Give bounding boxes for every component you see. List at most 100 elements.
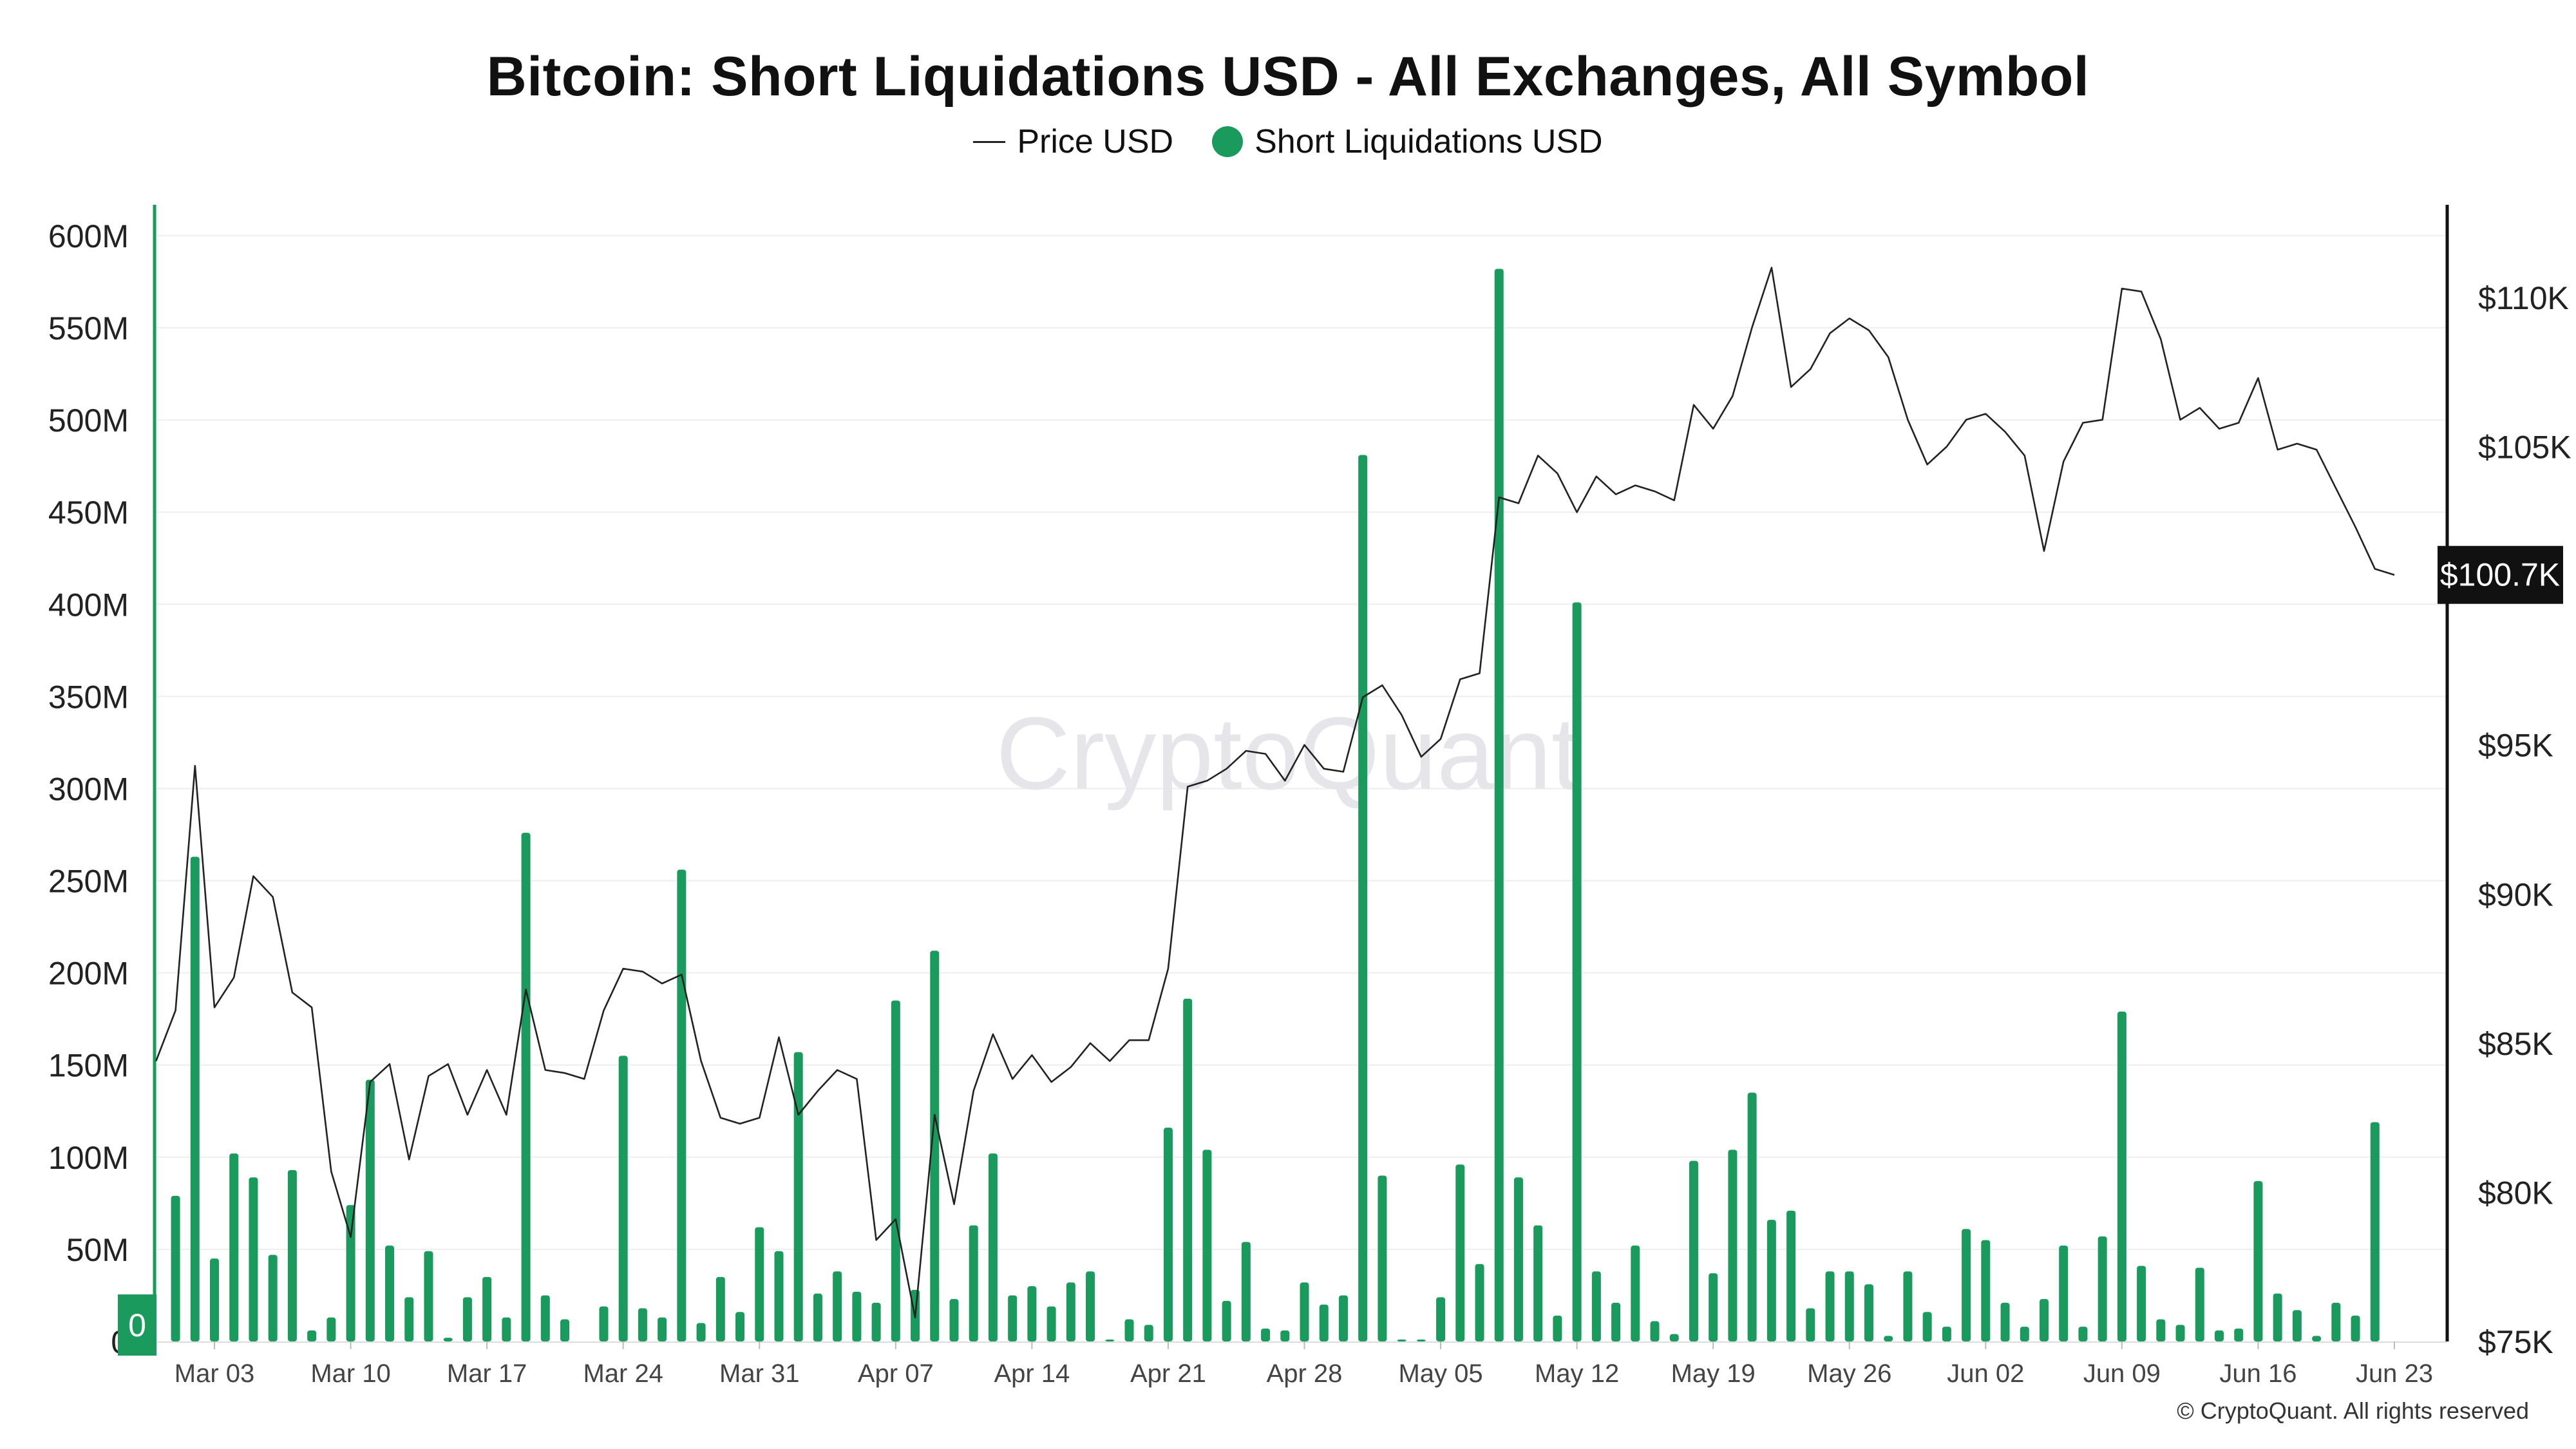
liquidation-bar [774, 1251, 784, 1341]
liquidation-bar [813, 1293, 822, 1341]
liquidation-bar [1338, 1295, 1348, 1341]
zero-badge [118, 1294, 156, 1356]
x-tick-label: May 26 [1807, 1359, 1891, 1388]
liquidation-bar [658, 1317, 667, 1341]
liquidation-bar [2370, 1122, 2380, 1341]
liquidation-bar [638, 1308, 647, 1341]
liquidation-bar [1650, 1321, 1660, 1341]
liquidation-bar [1358, 455, 1368, 1341]
legend-label-short-liquidations: Short Liquidations USD [1255, 123, 1603, 160]
liquidation-bar [1709, 1273, 1718, 1341]
x-tick-label: Jun 09 [2083, 1359, 2161, 1388]
tick-labels: 0 50M 100M 150M 200M 250M 300M 350M 400M 450M 500M… [48, 218, 2571, 1388]
liquidation-bar [1416, 1340, 1426, 1341]
legend-line-swatch [973, 140, 1006, 143]
x-tick-label: Mar 10 [310, 1359, 391, 1388]
x-tick-label: May 19 [1671, 1359, 1756, 1388]
liquidation-bar [1553, 1315, 1562, 1341]
liquidation-bar [482, 1276, 492, 1341]
liquidation-bar [1475, 1264, 1484, 1341]
liquidation-bar [1747, 1092, 1757, 1341]
liquidation-bar [1046, 1306, 1056, 1341]
liquidation-bar [1844, 1271, 1854, 1341]
axes [153, 205, 2449, 1349]
left-tick-label: 200M [48, 956, 129, 992]
left-tick-label: 100M [48, 1140, 129, 1176]
right-tick-label: $75K [2478, 1324, 2553, 1360]
liquidation-bar [210, 1258, 219, 1341]
current-price-label: $100.7K [2440, 557, 2560, 593]
liquidation-bar [346, 1205, 355, 1341]
left-tick-label: 400M [48, 587, 129, 623]
watermark-text: CryptoQuant [996, 696, 1580, 811]
liquidation-bar [755, 1227, 764, 1341]
legend-item-short-liquidations[interactable]: Short Liquidations USD [1212, 122, 1603, 161]
liquidation-bar [2273, 1293, 2282, 1341]
liquidation-bar [1494, 269, 1504, 1342]
x-tick-label: Mar 24 [583, 1359, 663, 1388]
liquidation-bar [229, 1153, 239, 1341]
left-tick-label: 50M [66, 1232, 129, 1268]
liquidation-bar [2253, 1181, 2263, 1341]
liquidation-bar [2059, 1245, 2069, 1341]
liquidation-bar [1611, 1302, 1621, 1341]
left-tick-label: 550M [48, 310, 129, 346]
liquidation-bar [1884, 1336, 1893, 1341]
liquidation-bar [735, 1312, 745, 1341]
liquidation-bar [1378, 1175, 1387, 1341]
right-tick-label: $85K [2478, 1026, 2553, 1062]
liquidation-bar [852, 1291, 862, 1341]
liquidation-bar [2351, 1315, 2360, 1341]
liquidation-bar [1300, 1282, 1309, 1341]
liquidation-bar [2117, 1011, 2126, 1341]
liquidation-bar [1513, 1177, 1523, 1341]
liquidation-bar [1572, 602, 1582, 1341]
x-tick-label: Mar 31 [719, 1359, 800, 1388]
liquidation-bar [1280, 1330, 1290, 1341]
x-tick-label: Apr 14 [994, 1359, 1070, 1388]
legend-item-price[interactable]: Price USD [973, 122, 1173, 161]
price-line-group [155, 267, 2395, 1319]
liquidation-bar [424, 1251, 433, 1341]
liquidation-bar [833, 1271, 842, 1341]
liquidation-bar [1319, 1304, 1329, 1341]
badges: $100.7K 0 [118, 545, 2563, 1356]
liquidation-bar [949, 1299, 959, 1341]
left-tick-label: 450M [48, 495, 129, 531]
liquidation-bar [462, 1297, 472, 1341]
liquidation-bar [2098, 1236, 2107, 1341]
liquidation-bar [793, 1052, 803, 1341]
liquidation-bar [2039, 1299, 2049, 1341]
liquidation-bar [2331, 1302, 2341, 1341]
liquidation-bar [1144, 1325, 1153, 1341]
x-tick-label: Jun 16 [2219, 1359, 2297, 1388]
liquidation-bar [2214, 1330, 2224, 1341]
liquidation-bar [2195, 1267, 2204, 1341]
liquidation-bar [560, 1319, 570, 1341]
liquidation-bars [171, 269, 2380, 1342]
copyright-notice: © CryptoQuant. All rights reserved [2177, 1397, 2529, 1424]
liquidation-bar [287, 1170, 297, 1341]
left-tick-label: 350M [48, 679, 129, 715]
x-tick-label: Apr 28 [1267, 1359, 1343, 1388]
liquidation-bar [1825, 1271, 1835, 1341]
liquidation-bar [988, 1153, 998, 1341]
liquidation-bar [2000, 1302, 2010, 1341]
right-tick-label: $90K [2478, 876, 2553, 913]
right-tick-label: $105K [2478, 430, 2571, 466]
chart-legend: Price USD Short Liquidations USD [0, 122, 2576, 161]
liquidation-bar [1786, 1210, 1796, 1341]
x-tick-label: Mar 03 [175, 1359, 255, 1388]
liquidation-bar [969, 1225, 978, 1341]
liquidation-bar [1864, 1284, 1873, 1341]
liquidation-bar [930, 951, 940, 1341]
liquidation-bar [327, 1317, 336, 1341]
liquidation-bar [1397, 1340, 1406, 1341]
liquidation-bar [715, 1276, 725, 1341]
right-tick-label: $80K [2478, 1175, 2553, 1211]
liquidation-bar [871, 1302, 881, 1341]
liquidation-bar [891, 1000, 900, 1341]
x-tick-label: Jun 23 [2356, 1359, 2433, 1388]
liquidation-bar [365, 1079, 375, 1341]
